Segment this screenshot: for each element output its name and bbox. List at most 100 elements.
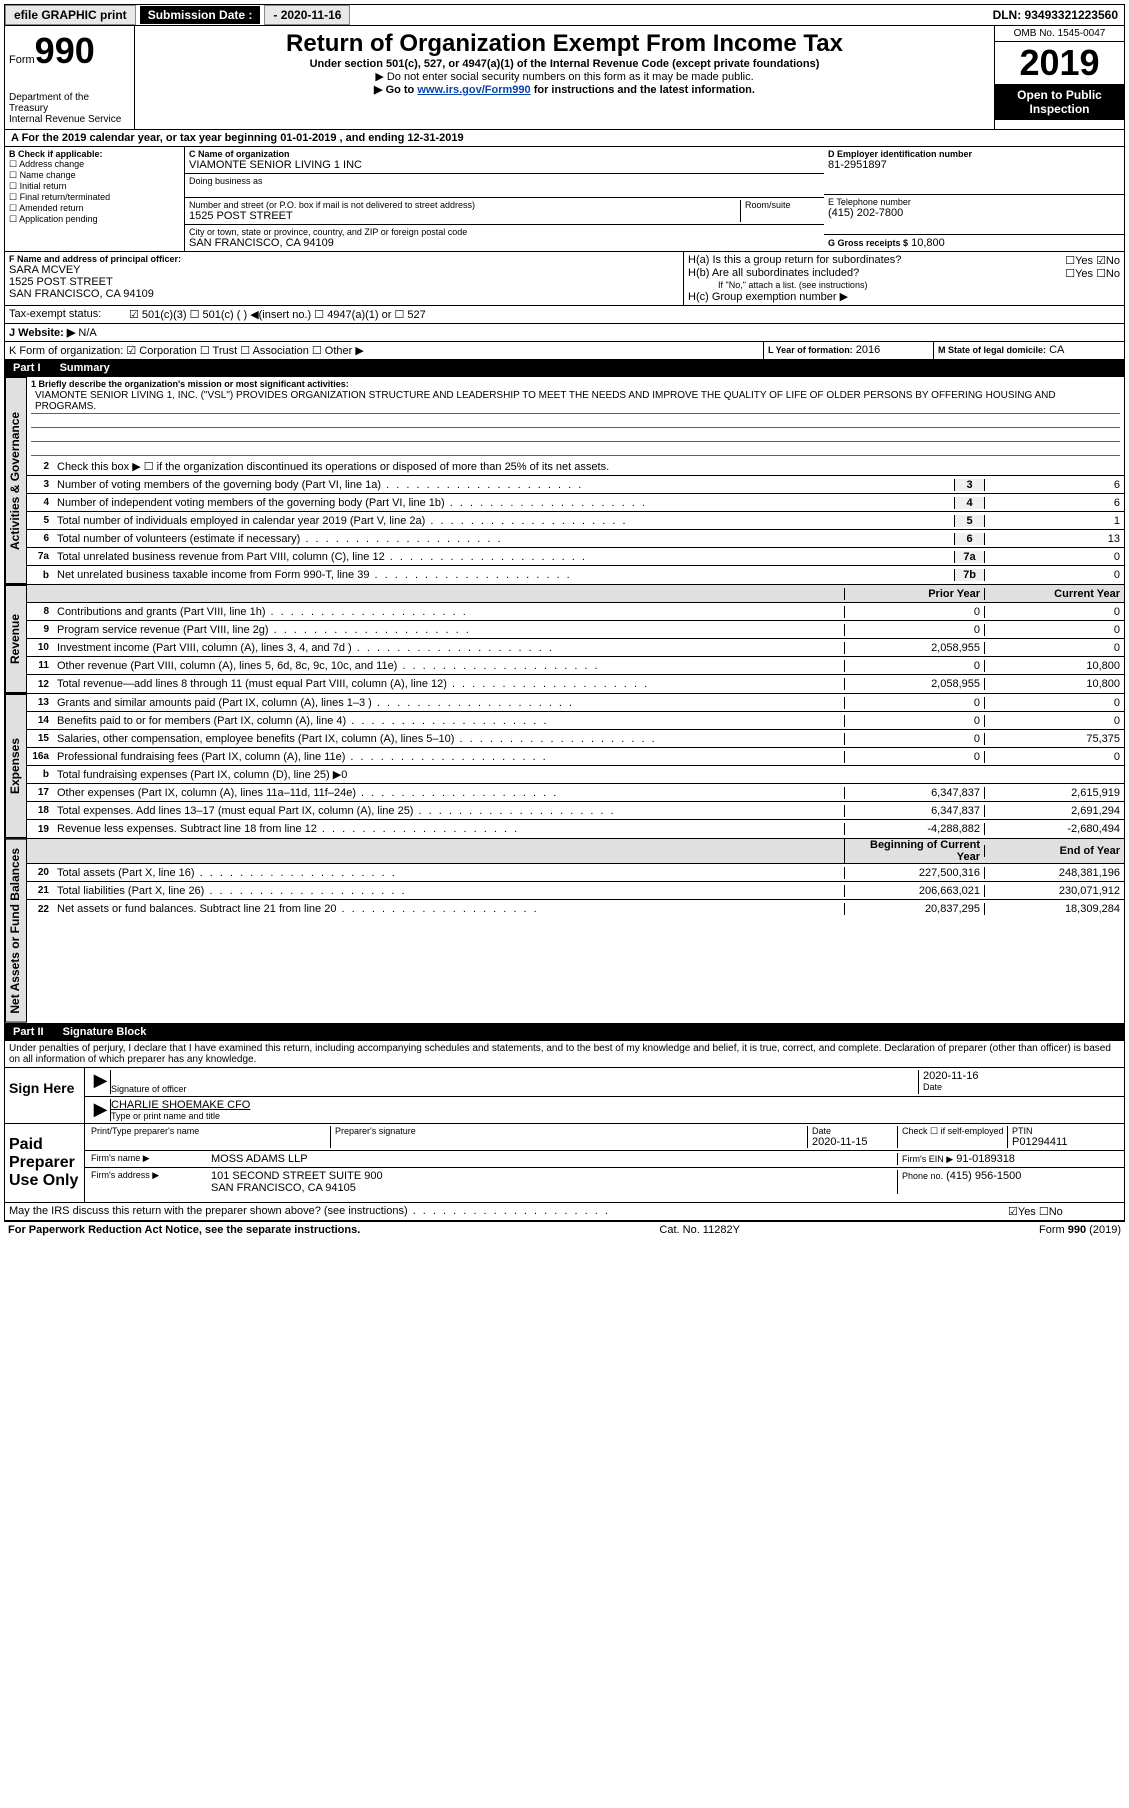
l2-text[interactable]: Check this box ▶ ☐ if the organization d… (55, 459, 1124, 474)
prior-val: 0 (844, 715, 984, 727)
current-val: 75,375 (984, 733, 1124, 745)
prior-val: 6,347,837 (844, 805, 984, 817)
current-val: 2,691,294 (984, 805, 1124, 817)
ha-ans[interactable]: ☐Yes ☑No (1065, 254, 1120, 267)
arrow-icon: ▶ (91, 1099, 111, 1121)
form-subtitle: Under section 501(c), 527, or 4947(a)(1)… (139, 58, 990, 70)
discuss-text: May the IRS discuss this return with the… (9, 1205, 408, 1217)
i-label: Tax-exempt status: (5, 306, 125, 323)
arrow-icon: ▶ (91, 1070, 111, 1094)
form-number: 990 (35, 30, 95, 71)
col-current: Current Year (984, 588, 1124, 600)
part1-label: Part I (5, 360, 49, 376)
officer-printed-name: CHARLIE SHOEMAKE CFO (111, 1099, 1118, 1111)
org-name: VIAMONTE SENIOR LIVING 1 INC (189, 159, 820, 171)
irs-link[interactable]: www.irs.gov/Form990 (417, 84, 530, 96)
firm-addr2: SAN FRANCISCO, CA 94105 (211, 1182, 897, 1194)
firm-addr-label: Firm's address ▶ (91, 1170, 211, 1194)
current-val: -2,680,494 (984, 823, 1124, 835)
sig-officer-label: Signature of officer (111, 1084, 918, 1094)
e-label: E Telephone number (828, 197, 1120, 207)
chk-pending[interactable]: Application pending (9, 214, 180, 225)
sign-date-label: Date (923, 1082, 1118, 1092)
ptin: P01294411 (1012, 1136, 1118, 1148)
efile-button[interactable]: efile GRAPHIC print (5, 5, 136, 25)
dept-treasury: Department of the Treasury (9, 92, 130, 114)
firm-phone: (415) 956-1500 (946, 1170, 1021, 1182)
vtab-na: Net Assets or Fund Balances (5, 839, 27, 1023)
form-word: Form (9, 54, 35, 66)
dba-label: Doing business as (189, 176, 820, 186)
firm-name: MOSS ADAMS LLP (211, 1153, 898, 1165)
current-val: 0 (984, 642, 1124, 654)
current-val: 248,381,196 (984, 867, 1124, 879)
addr-label: Number and street (or P.O. box if mail i… (189, 200, 740, 210)
hb-ans[interactable]: ☐Yes ☐No (1065, 267, 1120, 280)
footer-right: Form 990 (2019) (1039, 1224, 1121, 1236)
tax-exempt-opts[interactable]: ☑ 501(c)(3) ☐ 501(c) ( ) ◀(insert no.) ☐… (125, 306, 1124, 323)
phone: (415) 202-7800 (828, 207, 1120, 219)
tax-period: A For the 2019 calendar year, or tax yea… (4, 130, 1125, 147)
discuss-ans[interactable]: ☑Yes ☐No (1004, 1203, 1124, 1220)
current-val: 0 (984, 624, 1124, 636)
prior-val: 6,347,837 (844, 787, 984, 799)
officer-name: SARA MCVEY (9, 264, 679, 276)
firm-ein-label: Firm's EIN ▶ (902, 1154, 953, 1164)
ha-label: H(a) Is this a group return for subordin… (688, 254, 901, 267)
m-label: M State of legal domicile: (938, 345, 1046, 355)
year-formed: 2016 (856, 344, 880, 356)
prep-name-col: Print/Type preparer's name (91, 1126, 331, 1148)
j-label: J Website: ▶ (9, 327, 75, 339)
room-label: Room/suite (740, 200, 820, 222)
b-title: B Check if applicable: (9, 149, 180, 159)
current-val: 2,615,919 (984, 787, 1124, 799)
current-val: 230,071,912 (984, 885, 1124, 897)
goto-post: for instructions and the latest informat… (531, 84, 755, 96)
firm-addr1: 101 SECOND STREET SUITE 900 (211, 1170, 897, 1182)
part1-header: Part I Summary (4, 360, 1125, 377)
prior-val: 0 (844, 606, 984, 618)
f-label: F Name and address of principal officer: (9, 254, 679, 264)
mission-text: VIAMONTE SENIOR LIVING 1, INC. ("VSL") P… (31, 389, 1120, 414)
chk-initial[interactable]: Initial return (9, 181, 180, 192)
chk-amended[interactable]: Amended return (9, 203, 180, 214)
website-value: N/A (78, 327, 96, 339)
chk-address[interactable]: Address change (9, 159, 180, 170)
self-employed-check[interactable]: Check ☐ if self-employed (898, 1126, 1008, 1148)
k-form-org[interactable]: K Form of organization: ☑ Corporation ☐ … (5, 342, 764, 359)
form-header: Form990 Department of the Treasury Inter… (4, 26, 1125, 130)
vtab-ag: Activities & Governance (5, 377, 27, 584)
open-inspection: Open to Public Inspection (995, 84, 1124, 120)
prior-val: 0 (844, 751, 984, 763)
paid-preparer-label: Paid Preparer Use Only (5, 1124, 85, 1202)
block-b: B Check if applicable: Address change Na… (5, 147, 185, 251)
city-label: City or town, state or province, country… (189, 227, 820, 237)
dln: DLN: 93493321223560 (993, 8, 1124, 22)
col-prior: Prior Year (844, 588, 984, 600)
omb-number: OMB No. 1545-0047 (995, 26, 1124, 42)
current-val: 0 (984, 715, 1124, 727)
sign-block: Sign Here ▶ Signature of officer 2020-11… (4, 1068, 1125, 1124)
line-val: 0 (984, 551, 1124, 563)
part1-title: Summary (52, 362, 110, 374)
chk-name[interactable]: Name change (9, 170, 180, 181)
firm-phone-label: Phone no. (902, 1171, 943, 1181)
footer-mid: Cat. No. 11282Y (659, 1224, 740, 1236)
current-val: 18,309,284 (984, 903, 1124, 915)
tax-year: 2019 (995, 42, 1124, 84)
domicile: CA (1049, 344, 1064, 356)
submission-date: - 2020-11-16 (264, 5, 350, 25)
current-val: 0 (984, 697, 1124, 709)
irs-label: Internal Revenue Service (9, 114, 130, 125)
sign-here-label: Sign Here (5, 1068, 85, 1123)
col-begin: Beginning of Current Year (844, 839, 984, 863)
goto-pre: ▶ Go to (374, 84, 417, 96)
page-footer: For Paperwork Reduction Act Notice, see … (4, 1221, 1125, 1238)
part2-title: Signature Block (55, 1026, 147, 1038)
paid-preparer-block: Paid Preparer Use Only Print/Type prepar… (4, 1124, 1125, 1203)
prior-val: 206,663,021 (844, 885, 984, 897)
prior-val: 0 (844, 660, 984, 672)
chk-final[interactable]: Final return/terminated (9, 192, 180, 203)
prior-val: 0 (844, 697, 984, 709)
current-val: 0 (984, 751, 1124, 763)
